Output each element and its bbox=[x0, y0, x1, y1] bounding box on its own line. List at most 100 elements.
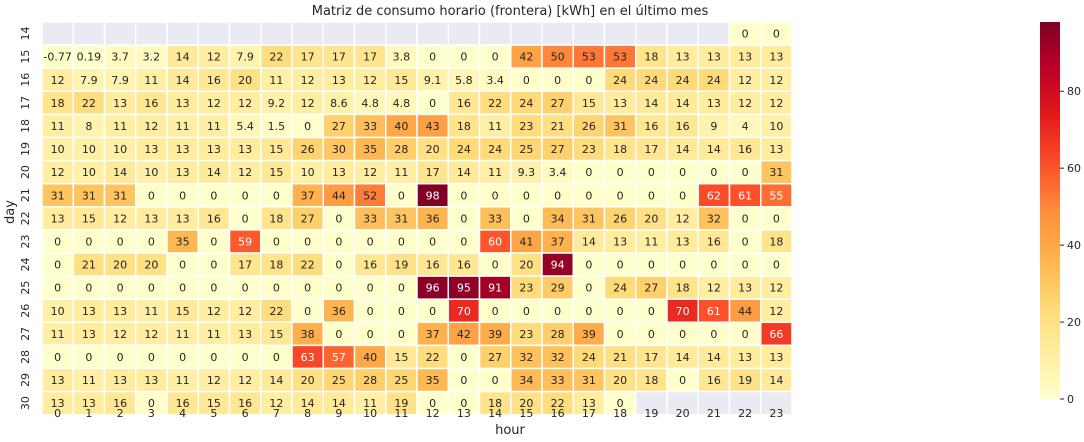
cell-value-label: 17 bbox=[238, 259, 252, 272]
cell-value-label: 53 bbox=[613, 51, 627, 64]
cell-value-label: 13 bbox=[738, 282, 752, 295]
cell-value-label: 0 bbox=[742, 212, 749, 225]
cell-value-label: 13 bbox=[738, 51, 752, 64]
cell-value-label: 3.8 bbox=[393, 51, 411, 64]
cell-value-label: 16 bbox=[676, 120, 690, 133]
cell-value-label: 0 bbox=[335, 235, 342, 248]
cell-value-label: 10 bbox=[769, 120, 783, 133]
cell-value-label: 13 bbox=[238, 143, 252, 156]
cell-value-label: 0 bbox=[117, 282, 124, 295]
cell-value-label: 11 bbox=[51, 328, 65, 341]
cell-value-label: 12 bbox=[363, 74, 377, 87]
cell-value-label: 22 bbox=[82, 97, 96, 110]
cell-value-label: 0 bbox=[148, 397, 155, 410]
x-tick-label: 2 bbox=[117, 407, 124, 420]
cell-value-label: 18 bbox=[644, 51, 658, 64]
x-tick-label: 16 bbox=[551, 407, 565, 420]
cell-value-label: 3.4 bbox=[549, 166, 567, 179]
cell-value-label: 0 bbox=[679, 328, 686, 341]
x-tick-label: 6 bbox=[242, 407, 249, 420]
cell-value-label: 13 bbox=[332, 74, 346, 87]
cell-value-label: 0 bbox=[398, 305, 405, 318]
cell-value-label: 20 bbox=[301, 374, 315, 387]
cell-value-label: 13 bbox=[51, 397, 65, 410]
cell-value-label: 0 bbox=[554, 189, 561, 202]
cell-value-label: -0.77 bbox=[43, 51, 71, 64]
cell-value-label: 50 bbox=[551, 51, 565, 64]
heatmap-cell bbox=[385, 21, 418, 46]
y-tick-label: 30 bbox=[19, 396, 32, 410]
cell-value-label: 14 bbox=[457, 166, 471, 179]
cell-value-label: 31 bbox=[82, 189, 96, 202]
heatmap-cell bbox=[197, 21, 231, 46]
cell-value-label: 0 bbox=[85, 282, 92, 295]
cell-value-label: 20 bbox=[644, 212, 658, 225]
cell-value-label: 0 bbox=[429, 235, 436, 248]
cell-value-label: 0 bbox=[679, 374, 686, 387]
cell-value-label: 24 bbox=[457, 143, 471, 156]
cell-value-label: 28 bbox=[551, 328, 565, 341]
cell-value-label: 27 bbox=[551, 97, 565, 110]
x-tick-label: 11 bbox=[394, 407, 408, 420]
cell-value-label: 11 bbox=[51, 120, 65, 133]
cell-value-label: 13 bbox=[738, 351, 752, 364]
cell-value-label: 13 bbox=[676, 235, 690, 248]
cell-value-label: 23 bbox=[519, 282, 533, 295]
cell-value-label: 31 bbox=[113, 189, 127, 202]
cell-value-label: 35 bbox=[363, 143, 377, 156]
cell-value-label: 11 bbox=[176, 374, 190, 387]
heatmap-cell bbox=[353, 21, 387, 46]
cell-value-label: 11 bbox=[269, 74, 283, 87]
heatmap-cells bbox=[41, 21, 793, 416]
cell-value-label: 0 bbox=[117, 235, 124, 248]
cell-value-label: 28 bbox=[394, 143, 408, 156]
y-tick-label: 15 bbox=[19, 50, 32, 64]
cell-value-label: 98 bbox=[426, 189, 440, 202]
cell-value-label: 31 bbox=[582, 212, 596, 225]
cell-value-label: 0 bbox=[523, 212, 530, 225]
x-tick-label: 7 bbox=[273, 407, 280, 420]
x-tick-label: 13 bbox=[457, 407, 471, 420]
cell-value-label: 70 bbox=[676, 305, 690, 318]
cell-value-label: 16 bbox=[144, 97, 158, 110]
cell-value-label: 24 bbox=[613, 74, 627, 87]
cell-value-label: 24 bbox=[644, 74, 658, 87]
cell-value-label: 7.9 bbox=[111, 74, 129, 87]
cell-value-label: 0 bbox=[398, 189, 405, 202]
cell-value-label: 31 bbox=[769, 166, 783, 179]
cell-value-label: 0 bbox=[148, 189, 155, 202]
cell-value-label: 12 bbox=[113, 328, 127, 341]
y-tick-label: 23 bbox=[19, 234, 32, 248]
y-tick-label: 19 bbox=[19, 142, 32, 156]
cell-value-label: 44 bbox=[738, 305, 752, 318]
cell-value-label: 15 bbox=[269, 328, 283, 341]
cell-value-label: 0 bbox=[210, 351, 217, 364]
cell-value-label: 38 bbox=[301, 328, 315, 341]
cell-value-label: 0 bbox=[367, 305, 374, 318]
cell-value-label: 35 bbox=[176, 235, 190, 248]
cell-value-label: 0 bbox=[304, 235, 311, 248]
cell-value-label: 32 bbox=[551, 351, 565, 364]
cell-value-label: 0 bbox=[648, 166, 655, 179]
cell-value-label: 0 bbox=[460, 189, 467, 202]
heatmap-cell bbox=[322, 21, 356, 46]
cell-value-label: 0 bbox=[117, 351, 124, 364]
cell-value-label: 13 bbox=[769, 143, 783, 156]
cell-value-label: 57 bbox=[332, 351, 346, 364]
cell-value-label: 0 bbox=[742, 328, 749, 341]
heatmap-cell bbox=[135, 21, 168, 46]
y-tick-labels: 14 15 16 17 18 19 20 21 22 23 24 25 26 27 28 29 30 bbox=[19, 27, 32, 411]
cell-value-label: 31 bbox=[613, 120, 627, 133]
cell-value-label: 0 bbox=[367, 282, 374, 295]
heatmap-cell bbox=[666, 21, 699, 46]
heatmap-cell-labels: 0 0-0.77 0.19 3.7 3.2 14 12 7.9 22 17 17 17 3.8 0 0 0 42… bbox=[43, 28, 783, 411]
cell-value-label: 24 bbox=[613, 282, 627, 295]
cell-value-label: 0 bbox=[429, 305, 436, 318]
cell-value-label: 0 bbox=[492, 189, 499, 202]
cell-value-label: 0 bbox=[210, 235, 217, 248]
cell-value-label: 0.19 bbox=[77, 51, 102, 64]
cell-value-label: 22 bbox=[488, 97, 502, 110]
cell-value-label: 13 bbox=[676, 51, 690, 64]
cell-value-label: 12 bbox=[769, 97, 783, 110]
cell-value-label: 0 bbox=[523, 305, 530, 318]
